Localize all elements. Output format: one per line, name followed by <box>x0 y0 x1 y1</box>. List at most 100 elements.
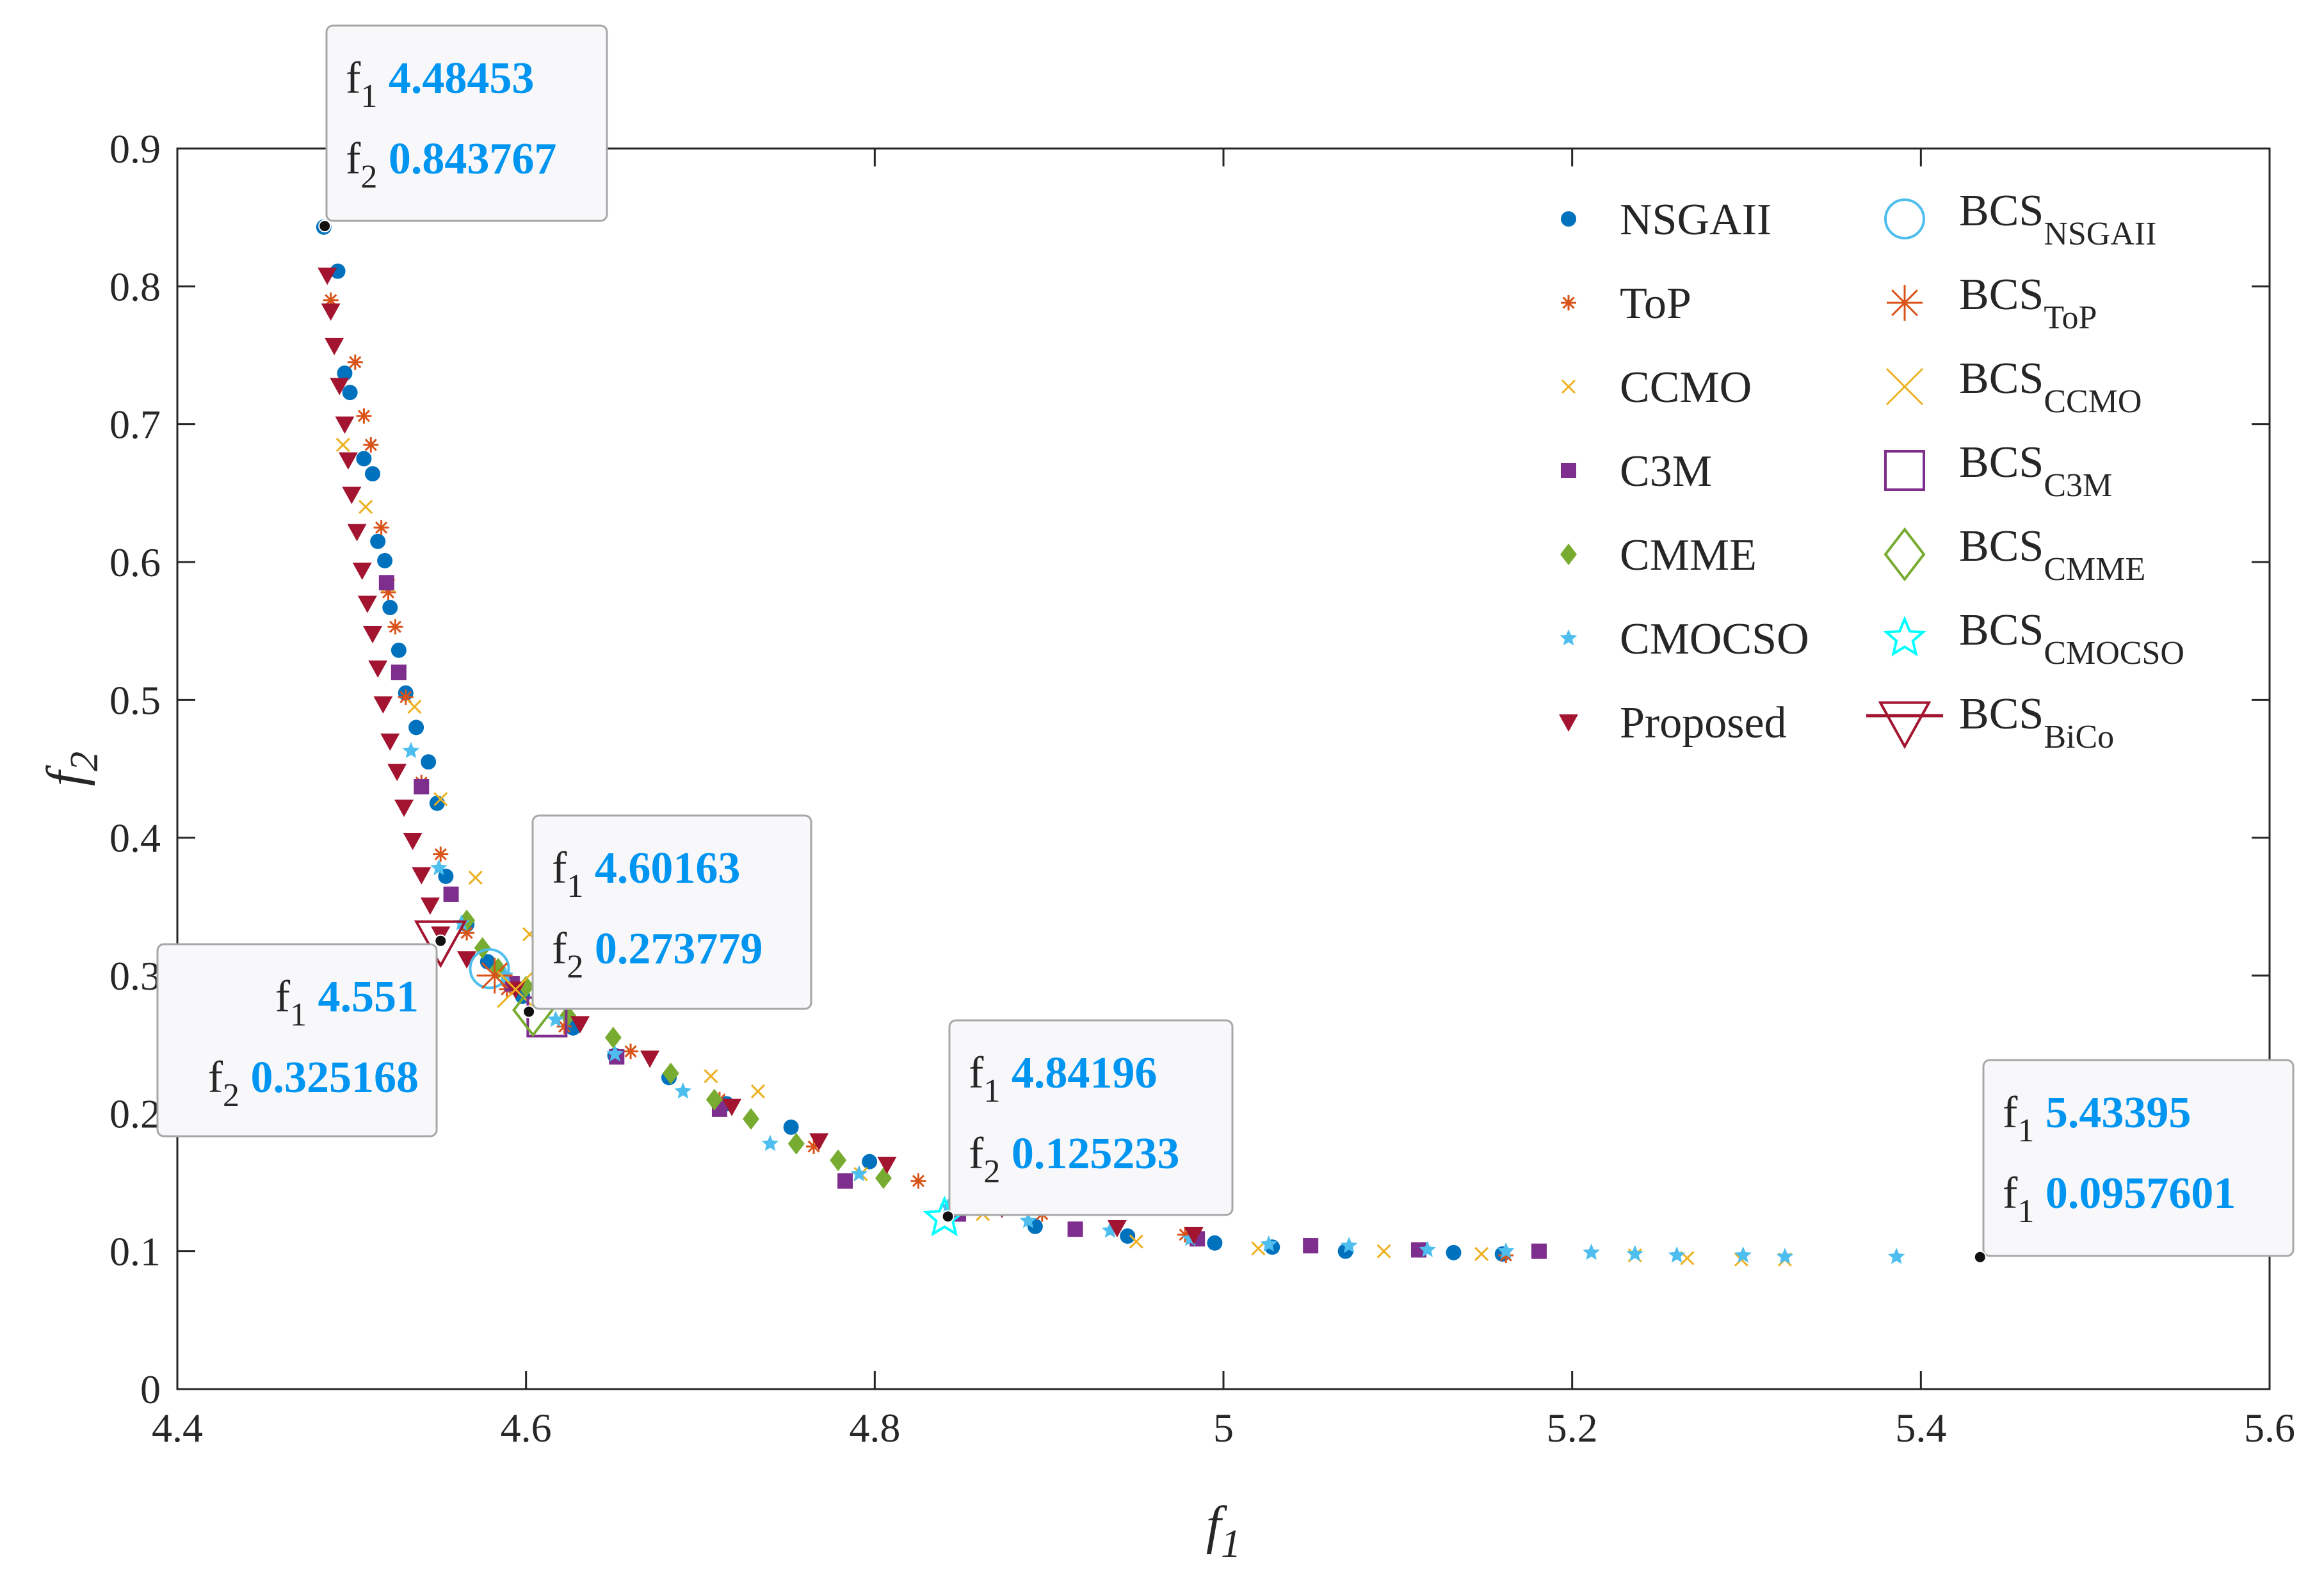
data-point <box>459 925 475 941</box>
data-point <box>850 1165 868 1182</box>
data-point <box>402 742 420 759</box>
legend-marker <box>1561 463 1576 478</box>
data-point <box>391 664 407 680</box>
data-point <box>407 700 422 714</box>
data-point <box>1734 1246 1752 1263</box>
data-point <box>356 408 372 424</box>
data-point <box>875 1167 892 1189</box>
x-tick-label: 4.6 <box>501 1405 552 1451</box>
data-point <box>330 263 346 279</box>
data-point <box>430 859 448 876</box>
legend-marker <box>1884 450 1925 491</box>
data-point <box>443 886 459 902</box>
y-tick-label: 0.2 <box>109 1091 161 1136</box>
data-point <box>433 792 448 807</box>
data-point <box>662 1062 679 1084</box>
y-axis-label: f2 <box>36 752 106 786</box>
data-point <box>547 1010 565 1027</box>
data-point <box>1887 1248 1905 1264</box>
data-point <box>347 354 363 370</box>
data-point <box>1376 1244 1391 1258</box>
data-point <box>387 619 403 635</box>
data-point <box>1497 1242 1515 1258</box>
series-layer <box>316 219 1905 1267</box>
legend-marker <box>1887 285 1923 321</box>
data-point <box>623 1043 639 1059</box>
data-point <box>862 1154 878 1170</box>
datatip: f1 4.60163 f2 0.273779 <box>522 814 812 1018</box>
axes-layer: 4.4 4.6 4.8 5 5.2 5.4 5.6 0 0.1 0.2 0.3 0.4 0.5 0.6 0.… <box>36 126 2295 1566</box>
data-point <box>403 832 423 850</box>
legend-entry-bcs-nsgaii: BCSNSGAII <box>1884 186 2157 252</box>
legend-label: BCSNSGAII <box>1959 186 2157 252</box>
data-point <box>787 1132 805 1155</box>
data-point <box>604 1027 622 1049</box>
data-point <box>414 778 430 794</box>
legend-label: BCSToP <box>1959 270 2097 336</box>
data-point <box>373 696 393 714</box>
datatip-box <box>948 1019 1234 1216</box>
data-point <box>877 1157 897 1175</box>
datatip: f1 5.43395 f1 0.0957601 <box>1973 1059 2295 1264</box>
data-point <box>318 268 337 285</box>
data-point <box>830 1149 847 1171</box>
data-point <box>342 385 358 401</box>
data-point <box>408 720 424 736</box>
legend-entry-ccmo: CCMO <box>1561 363 1752 412</box>
data-point <box>330 378 350 396</box>
data-point <box>1207 1235 1223 1251</box>
data-point <box>335 437 350 453</box>
datatip-dot <box>434 934 448 947</box>
x-axis-label: f1 <box>1206 1495 1241 1566</box>
datatip-box <box>1982 1059 2295 1257</box>
legend-marker <box>1885 367 1924 406</box>
legend-entry-proposed: Proposed <box>1559 698 1787 748</box>
datatip-row: f1 4.84196 <box>969 1049 1157 1109</box>
data-point <box>722 1098 742 1116</box>
y-tick-label: 0.9 <box>109 126 161 172</box>
legend-entry-cmme: CMME <box>1560 531 1757 580</box>
legend-label: ToP <box>1620 279 1691 328</box>
data-point <box>1446 1244 1462 1260</box>
legend-entry-cmocso: CMOCSO <box>1560 615 1809 664</box>
legend-entry-bcs-bico: BCSBiCo <box>1866 689 2114 755</box>
data-point <box>335 416 355 434</box>
y-tick-label: 0.8 <box>109 264 161 309</box>
legend-entry-top: ToP <box>1561 279 1691 328</box>
data-point <box>1251 1241 1266 1256</box>
data-point <box>750 1084 765 1098</box>
data-point <box>338 452 358 470</box>
data-point <box>674 1082 692 1099</box>
legend-entry-nsgaii: NSGAII <box>1561 195 1771 245</box>
data-point <box>370 533 386 549</box>
data-point <box>1474 1246 1489 1262</box>
data-point <box>761 1134 779 1151</box>
data-point <box>1129 1234 1143 1249</box>
x-tick-label: 5.2 <box>1547 1405 1598 1451</box>
x-tick-label: 5.6 <box>2244 1405 2295 1451</box>
bcs-point-top <box>476 958 513 993</box>
datatip-dot <box>522 1005 536 1018</box>
data-point <box>1340 1237 1358 1253</box>
datatip-dot <box>318 220 332 233</box>
y-tick-label: 0.5 <box>109 677 161 723</box>
y-tick-label: 0.1 <box>109 1229 161 1274</box>
data-point <box>347 524 367 542</box>
data-point <box>421 754 437 770</box>
data-point <box>1184 1226 1204 1244</box>
datatip-box <box>325 24 608 222</box>
data-point <box>640 1050 660 1068</box>
x-tick-label: 4.4 <box>152 1405 203 1451</box>
datatip-row: f1 4.60163 <box>552 844 740 905</box>
data-point <box>357 595 377 613</box>
x-tick-label: 4.8 <box>849 1405 900 1451</box>
legend-entry-bcs-cmme: BCSCMME <box>1884 522 2145 588</box>
legend-marker <box>1561 295 1576 310</box>
datatip-row: f1 4.48453 <box>346 54 534 115</box>
data-point <box>742 1108 759 1130</box>
legend-label: CMOCSO <box>1620 615 1809 664</box>
legend: NSGAII ToP CCMO C3M CMME CMOCSO Proposed BCSNSG… <box>1559 186 2184 755</box>
